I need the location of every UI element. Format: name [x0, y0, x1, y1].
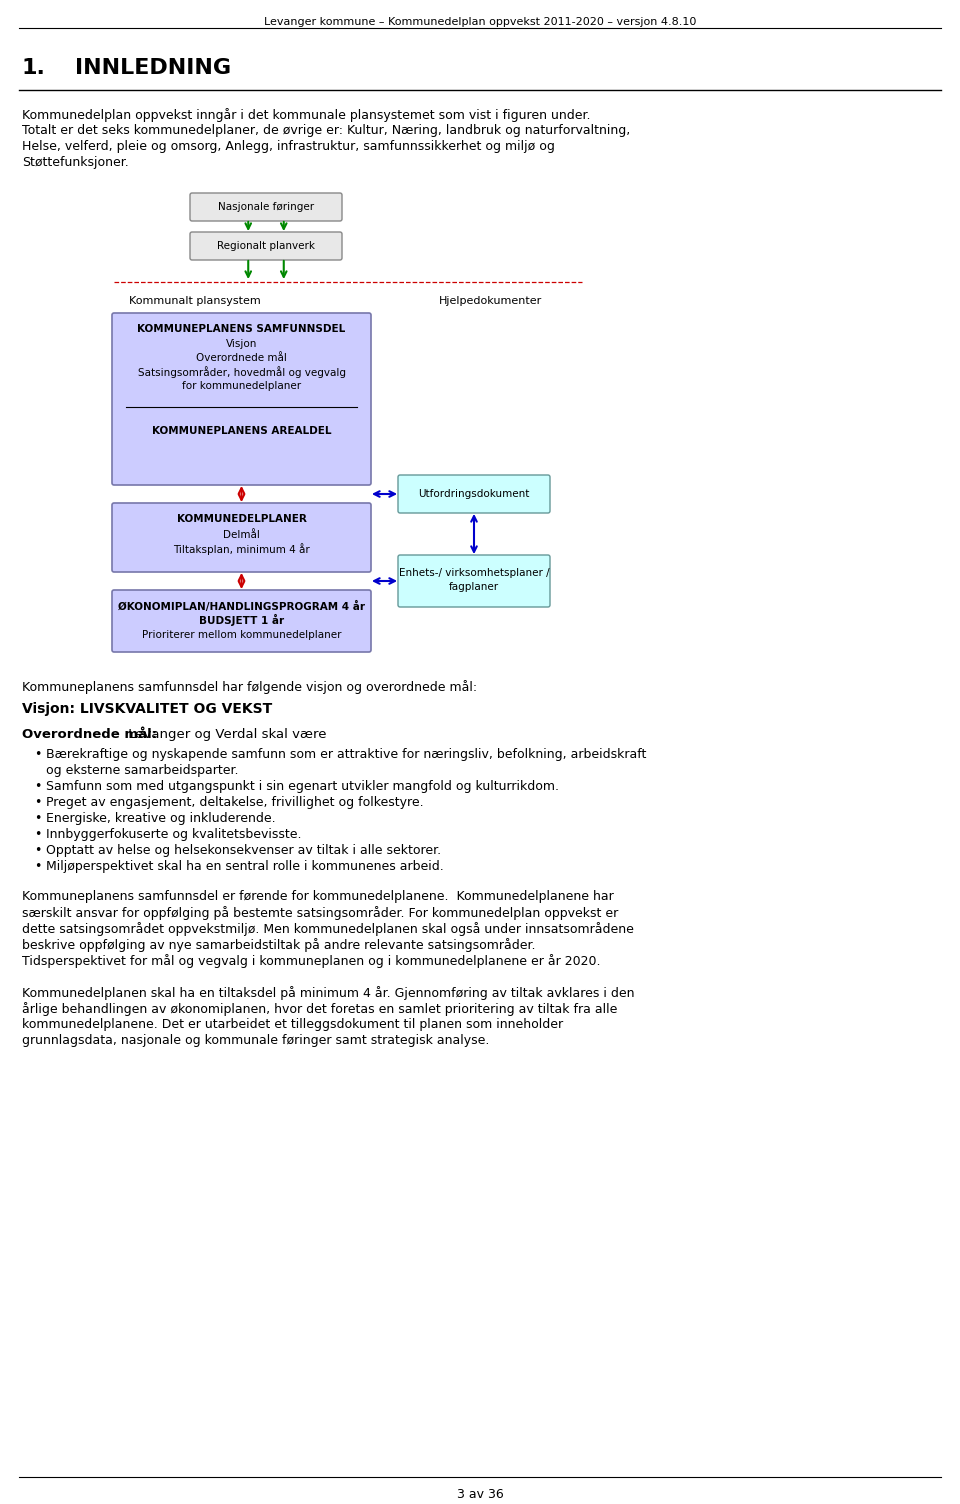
Text: •: •	[34, 812, 41, 826]
Text: Preget av engasjement, deltakelse, frivillighet og folkestyre.: Preget av engasjement, deltakelse, frivi…	[46, 796, 423, 809]
FancyBboxPatch shape	[398, 555, 550, 608]
Text: Levanger og Verdal skal være: Levanger og Verdal skal være	[124, 728, 326, 741]
FancyBboxPatch shape	[398, 475, 550, 513]
Text: årlige behandlingen av økonomiplanen, hvor det foretas en samlet prioritering av: årlige behandlingen av økonomiplanen, hv…	[22, 1002, 617, 1017]
Text: •: •	[34, 747, 41, 761]
Text: •: •	[34, 829, 41, 841]
Text: Satsingsområder, hovedmål og vegvalg: Satsingsområder, hovedmål og vegvalg	[137, 365, 346, 378]
Text: og eksterne samarbeidsparter.: og eksterne samarbeidsparter.	[46, 764, 238, 778]
Text: Tidsperspektivet for mål og vegvalg i kommuneplanen og i kommunedelplanene er år: Tidsperspektivet for mål og vegvalg i ko…	[22, 954, 601, 969]
Text: Miljøperspektivet skal ha en sentral rolle i kommunenes arbeid.: Miljøperspektivet skal ha en sentral rol…	[46, 860, 444, 872]
Text: Visjon: LIVSKVALITET OG VEKST: Visjon: LIVSKVALITET OG VEKST	[22, 702, 273, 716]
Text: Støttefunksjoner.: Støttefunksjoner.	[22, 156, 129, 168]
FancyBboxPatch shape	[112, 502, 371, 572]
Text: •: •	[34, 796, 41, 809]
Text: for kommunedelplaner: for kommunedelplaner	[182, 381, 301, 391]
Text: •: •	[34, 781, 41, 793]
Text: Helse, velferd, pleie og omsorg, Anlegg, infrastruktur, samfunnssikkerhet og mil: Helse, velferd, pleie og omsorg, Anlegg,…	[22, 140, 555, 153]
Text: Utfordringsdokument: Utfordringsdokument	[419, 489, 530, 499]
Text: KOMMUNEPLANENS AREALDEL: KOMMUNEPLANENS AREALDEL	[152, 426, 331, 436]
Text: særskilt ansvar for oppfølging på bestemte satsingsområder. For kommunedelplan o: særskilt ansvar for oppfølging på bestem…	[22, 905, 618, 920]
Text: BUDSJETT 1 år: BUDSJETT 1 år	[199, 614, 284, 626]
Text: Levanger kommune – Kommunedelplan oppvekst 2011-2020 – versjon 4.8.10: Levanger kommune – Kommunedelplan oppvek…	[264, 17, 696, 27]
FancyBboxPatch shape	[112, 590, 371, 653]
Text: Kommunedelplan oppvekst inngår i det kommunale plansystemet som vist i figuren u: Kommunedelplan oppvekst inngår i det kom…	[22, 108, 590, 122]
Text: Delmål: Delmål	[223, 529, 260, 540]
Text: Kommuneplanens samfunnsdel har følgende visjon og overordnede mål:: Kommuneplanens samfunnsdel har følgende …	[22, 680, 477, 693]
Text: Enhets-/ virksomhetsplaner /: Enhets-/ virksomhetsplaner /	[398, 569, 549, 578]
Text: KOMMUNEDELPLANER: KOMMUNEDELPLANER	[177, 514, 306, 523]
Text: Prioriterer mellom kommunedelplaner: Prioriterer mellom kommunedelplaner	[142, 630, 341, 641]
Text: Overordnede mål:: Overordnede mål:	[22, 728, 157, 741]
Text: •: •	[34, 844, 41, 857]
Text: Hjelpedokumenter: Hjelpedokumenter	[439, 296, 541, 305]
Text: Opptatt av helse og helsekonsekvenser av tiltak i alle sektorer.: Opptatt av helse og helsekonsekvenser av…	[46, 844, 442, 857]
Text: Bærekraftige og nyskapende samfunn som er attraktive for næringsliv, befolkning,: Bærekraftige og nyskapende samfunn som e…	[46, 747, 646, 761]
Text: Tiltaksplan, minimum 4 år: Tiltaksplan, minimum 4 år	[173, 543, 310, 555]
Text: ØKONOMIPLAN/HANDLINGSPROGRAM 4 år: ØKONOMIPLAN/HANDLINGSPROGRAM 4 år	[118, 600, 365, 612]
Text: Regionalt planverk: Regionalt planverk	[217, 241, 315, 251]
Text: kommunedelplanene. Det er utarbeidet et tilleggsdokument til planen som innehold: kommunedelplanene. Det er utarbeidet et …	[22, 1018, 564, 1032]
Text: Kommuneplanens samfunnsdel er førende for kommunedelplanene.  Kommunedelplanene : Kommuneplanens samfunnsdel er førende fo…	[22, 890, 613, 902]
Text: Kommunalt plansystem: Kommunalt plansystem	[130, 296, 261, 305]
Text: Samfunn som med utgangspunkt i sin egenart utvikler mangfold og kulturrikdom.: Samfunn som med utgangspunkt i sin egena…	[46, 781, 559, 793]
Text: dette satsingsområdet oppvekstmiljø. Men kommunedelplanen skal også under innsat: dette satsingsområdet oppvekstmiljø. Men…	[22, 922, 634, 935]
Text: Totalt er det seks kommunedelplaner, de øvrige er: Kultur, Næring, landbruk og n: Totalt er det seks kommunedelplaner, de …	[22, 123, 631, 137]
Text: 1.: 1.	[22, 59, 46, 78]
Text: Overordnede mål: Overordnede mål	[196, 353, 287, 362]
Text: •: •	[34, 860, 41, 872]
Text: Kommunedelplanen skal ha en tiltaksdel på minimum 4 år. Gjennomføring av tiltak : Kommunedelplanen skal ha en tiltaksdel p…	[22, 987, 635, 1000]
Text: 3 av 36: 3 av 36	[457, 1487, 503, 1501]
Text: Energiske, kreative og inkluderende.: Energiske, kreative og inkluderende.	[46, 812, 276, 826]
Text: Innbyggerfokuserte og kvalitetsbevisste.: Innbyggerfokuserte og kvalitetsbevisste.	[46, 829, 301, 841]
Text: Nasjonale føringer: Nasjonale føringer	[218, 202, 314, 212]
FancyBboxPatch shape	[112, 313, 371, 484]
Text: grunnlagsdata, nasjonale og kommunale føringer samt strategisk analyse.: grunnlagsdata, nasjonale og kommunale fø…	[22, 1035, 490, 1047]
Text: INNLEDNING: INNLEDNING	[75, 59, 231, 78]
Text: Visjon: Visjon	[226, 338, 257, 349]
Text: fagplaner: fagplaner	[449, 582, 499, 593]
FancyBboxPatch shape	[190, 193, 342, 221]
FancyBboxPatch shape	[190, 232, 342, 260]
Text: beskrive oppfølging av nye samarbeidstiltak på andre relevante satsingsområder.: beskrive oppfølging av nye samarbeidstil…	[22, 938, 536, 952]
Text: KOMMUNEPLANENS SAMFUNNSDEL: KOMMUNEPLANENS SAMFUNNSDEL	[137, 323, 346, 334]
